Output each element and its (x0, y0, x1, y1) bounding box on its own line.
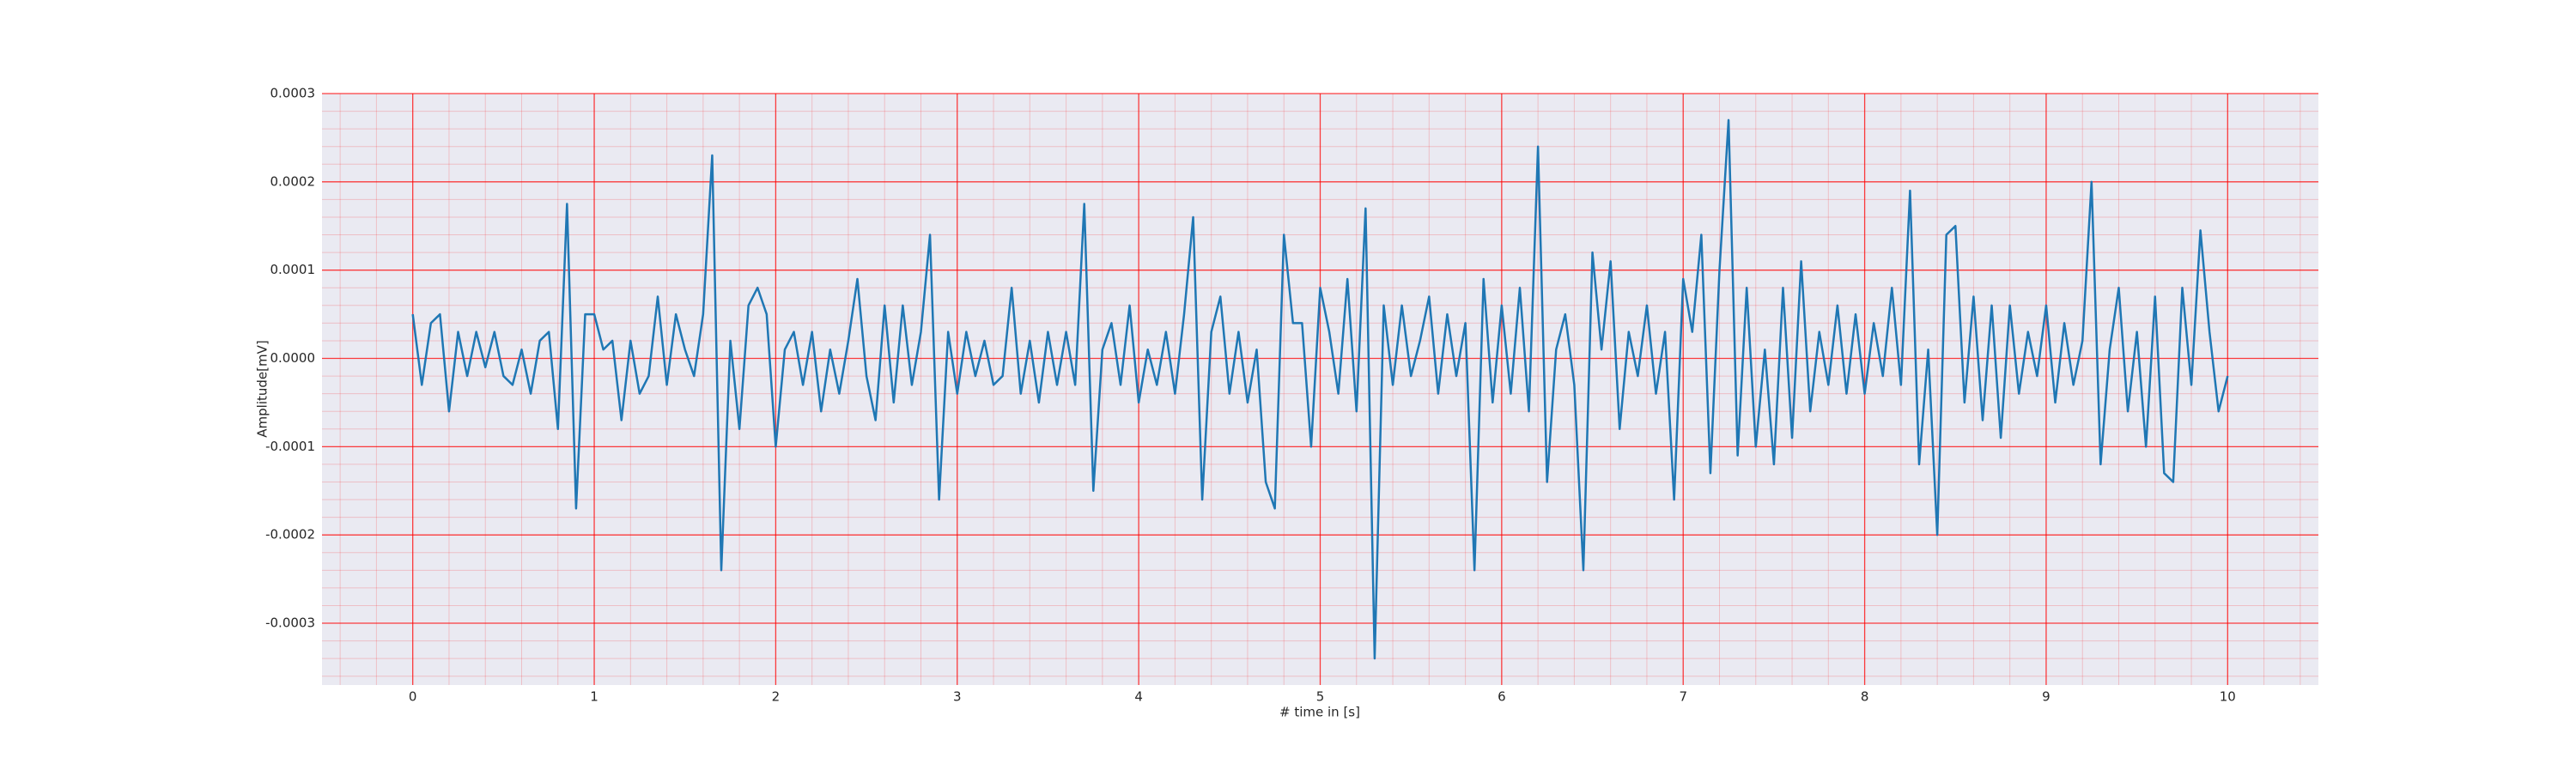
x-tick-label: 10 (2220, 689, 2236, 705)
y-tick-label: -0.0003 (265, 615, 315, 631)
x-tick-label: 6 (1498, 689, 1506, 705)
x-tick-label: 7 (1679, 689, 1687, 705)
x-tick-label: 1 (590, 689, 598, 705)
x-tick-label: 0 (409, 689, 417, 705)
signal-line (411, 118, 2229, 660)
y-tick-label: 0.0001 (270, 262, 316, 277)
y-tick-label: -0.0001 (265, 439, 315, 454)
y-tick-label: 0.0000 (270, 350, 316, 366)
y-axis-label: Amplitude[mV] (255, 340, 270, 437)
x-tick-label: 4 (1134, 689, 1143, 705)
x-tick-label: 2 (772, 689, 781, 705)
y-tick-label: 0.0003 (270, 86, 316, 101)
x-tick-label: 3 (953, 689, 962, 705)
x-axis-label: # time in [s] (1279, 705, 1360, 720)
x-tick-label: 9 (2042, 689, 2050, 705)
x-tick-label: 8 (1861, 689, 1869, 705)
y-tick-label: -0.0002 (265, 527, 315, 543)
y-tick-label: 0.0002 (270, 173, 316, 189)
x-tick-label: 5 (1316, 689, 1325, 705)
